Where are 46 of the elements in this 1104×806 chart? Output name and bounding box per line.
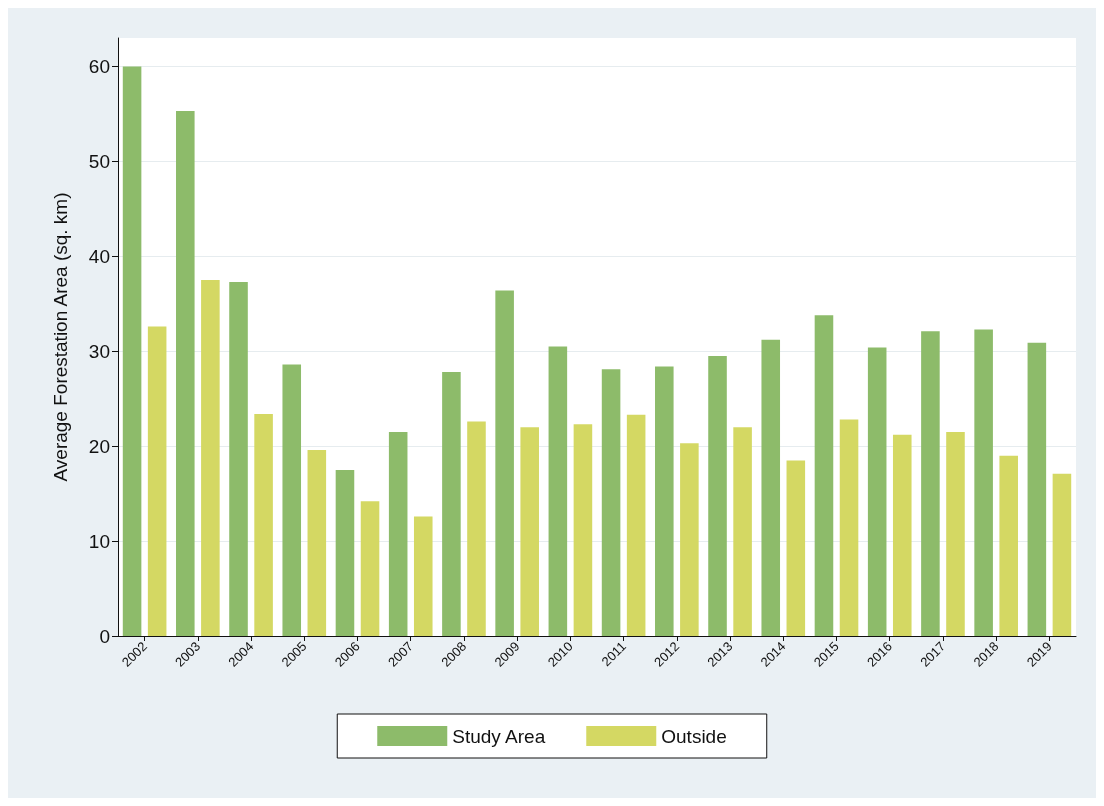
bar xyxy=(282,364,302,636)
bar xyxy=(360,501,380,636)
bar xyxy=(839,419,859,636)
bar xyxy=(867,347,887,636)
bar xyxy=(786,460,806,636)
bar xyxy=(601,369,621,636)
bar xyxy=(680,443,699,636)
bar xyxy=(467,421,486,636)
bar xyxy=(708,355,727,636)
bar xyxy=(442,372,461,636)
bar xyxy=(573,424,593,636)
bar xyxy=(413,516,433,636)
legend-label: Outside xyxy=(661,725,727,747)
y-tick-label: 20 xyxy=(88,435,110,457)
bar xyxy=(999,455,1018,636)
bar xyxy=(626,414,646,636)
bar xyxy=(176,111,195,636)
bar xyxy=(307,449,327,636)
bar xyxy=(655,366,674,636)
bar xyxy=(814,315,834,636)
bar xyxy=(520,427,539,636)
bar xyxy=(229,281,248,636)
bar xyxy=(974,329,993,636)
bar xyxy=(1052,473,1072,636)
bar xyxy=(892,434,912,636)
bar xyxy=(1027,342,1047,636)
y-tick-label: 30 xyxy=(88,340,110,362)
bar xyxy=(946,431,965,636)
bar xyxy=(335,469,355,636)
y-tick-label: 50 xyxy=(88,150,110,172)
bar xyxy=(733,427,752,636)
bar xyxy=(495,290,514,636)
bar xyxy=(548,346,568,636)
bar xyxy=(201,280,220,636)
bar xyxy=(254,413,273,636)
y-tick-label: 40 xyxy=(88,245,110,267)
y-tick-label: 60 xyxy=(88,55,110,77)
bar xyxy=(388,431,408,636)
bar xyxy=(761,339,781,636)
legend-label: Study Area xyxy=(452,725,546,747)
y-tick-label: 10 xyxy=(88,530,110,552)
y-axis-title: Average Forestation Area (sq. km) xyxy=(50,192,71,482)
bar xyxy=(122,66,142,636)
y-tick-label: 0 xyxy=(99,625,110,647)
bar xyxy=(921,331,940,636)
bar xyxy=(147,326,167,636)
